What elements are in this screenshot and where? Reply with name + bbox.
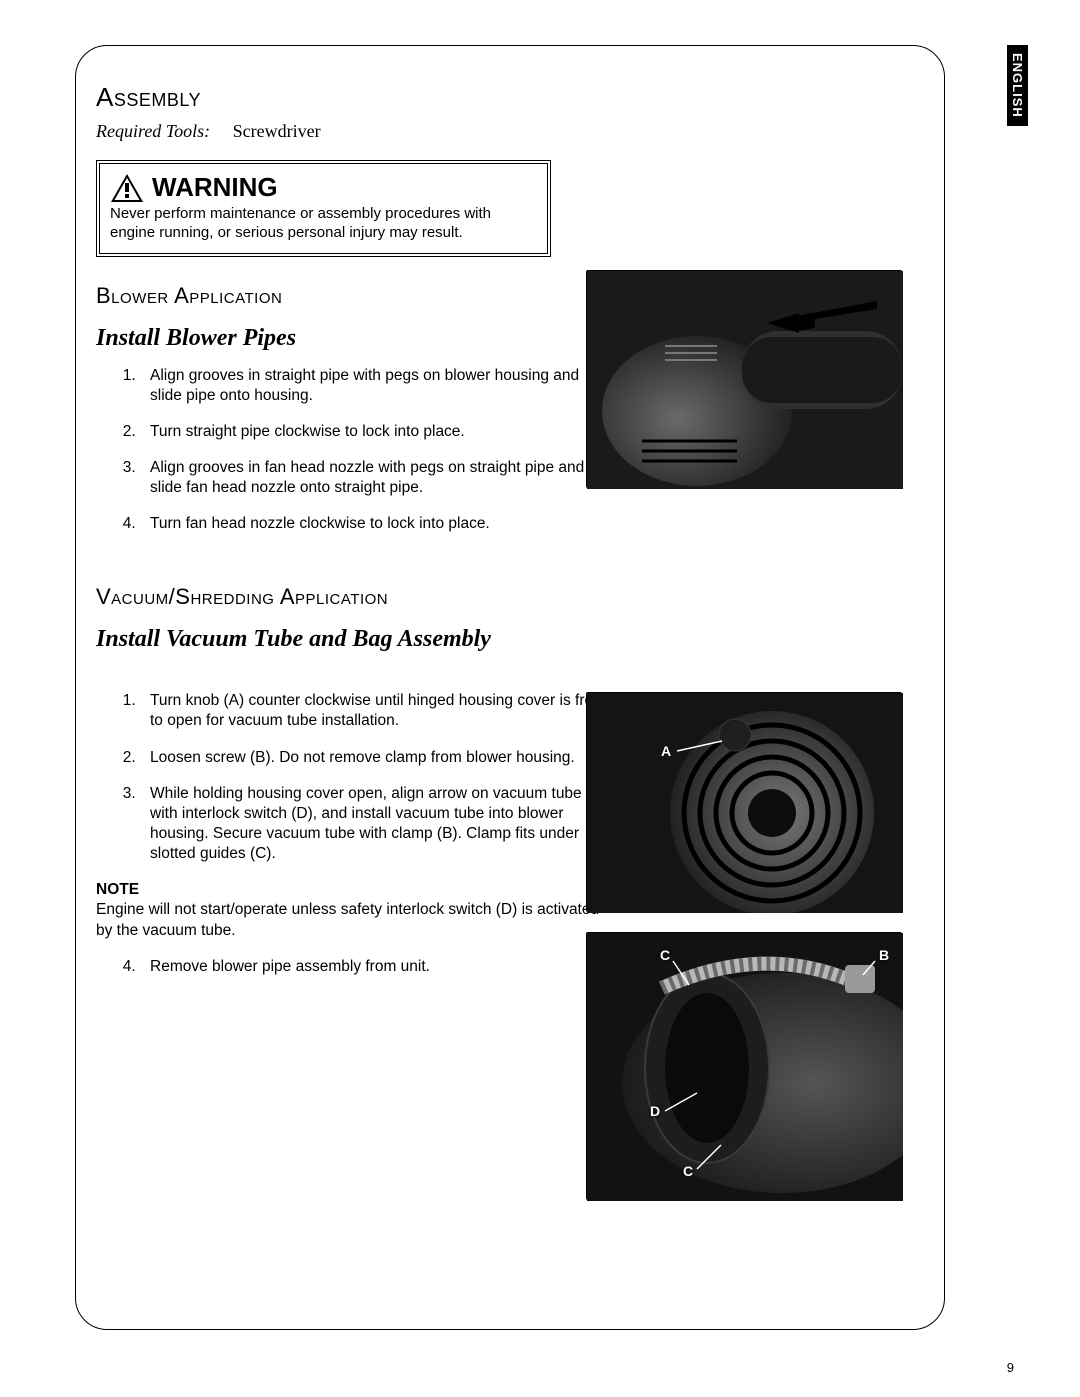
figure-blower-pipe (586, 270, 902, 488)
list-item: Remove blower pipe assembly from unit. (140, 957, 606, 977)
required-tools-value: Screwdriver (233, 121, 321, 141)
figure-label-c-bottom: C (683, 1163, 693, 1179)
list-item: Turn fan head nozzle clockwise to lock i… (140, 514, 606, 534)
figure-clamp: C B D C (586, 932, 902, 1200)
required-tools-label: Required Tools: (96, 121, 210, 141)
vacuum-steps-a: Turn knob (A) counter clockwise until hi… (96, 691, 606, 864)
blower-illustration (587, 271, 903, 489)
required-tools: Required Tools: Screwdriver (96, 121, 924, 142)
warning-title: WARNING (152, 172, 278, 203)
knob-illustration (587, 693, 903, 913)
list-item: While holding housing cover open, align … (140, 784, 606, 865)
note-label: NOTE (96, 880, 616, 900)
note-text: Engine will not start/operate unless saf… (96, 901, 599, 938)
list-item: Align grooves in fan head nozzle with pe… (140, 458, 606, 498)
list-item: Turn straight pipe clockwise to lock int… (140, 422, 606, 442)
figure-label-d: D (650, 1103, 660, 1119)
clamp-illustration (587, 933, 903, 1201)
figure-label-c-top: C (660, 947, 670, 963)
vacuum-heading: Vacuum/Shredding Application (96, 584, 924, 610)
figure-label-a: A (661, 743, 671, 759)
warning-box: WARNING Never perform maintenance or ass… (96, 160, 551, 257)
note-block: NOTE Engine will not start/operate unles… (96, 880, 616, 940)
language-tab: ENGLISH (1007, 45, 1028, 126)
list-item: Loosen screw (B). Do not remove clamp fr… (140, 748, 606, 768)
page-content: Assembly Required Tools: Screwdriver WAR… (76, 82, 944, 1329)
page-number: 9 (1007, 1360, 1014, 1375)
list-item: Turn knob (A) counter clockwise until hi… (140, 691, 606, 731)
figure-knob-a: A (586, 692, 902, 912)
assembly-heading: Assembly (96, 82, 924, 113)
warning-icon (110, 173, 144, 203)
vacuum-steps-b: Remove blower pipe assembly from unit. (96, 957, 606, 977)
page-frame: Assembly Required Tools: Screwdriver WAR… (75, 45, 945, 1330)
figure-label-b: B (879, 947, 889, 963)
list-item: Align grooves in straight pipe with pegs… (140, 366, 606, 406)
blower-steps: Align grooves in straight pipe with pegs… (96, 366, 606, 535)
install-vacuum-heading: Install Vacuum Tube and Bag Assembly (96, 626, 924, 653)
warning-text: Never perform maintenance or assembly pr… (110, 205, 537, 243)
